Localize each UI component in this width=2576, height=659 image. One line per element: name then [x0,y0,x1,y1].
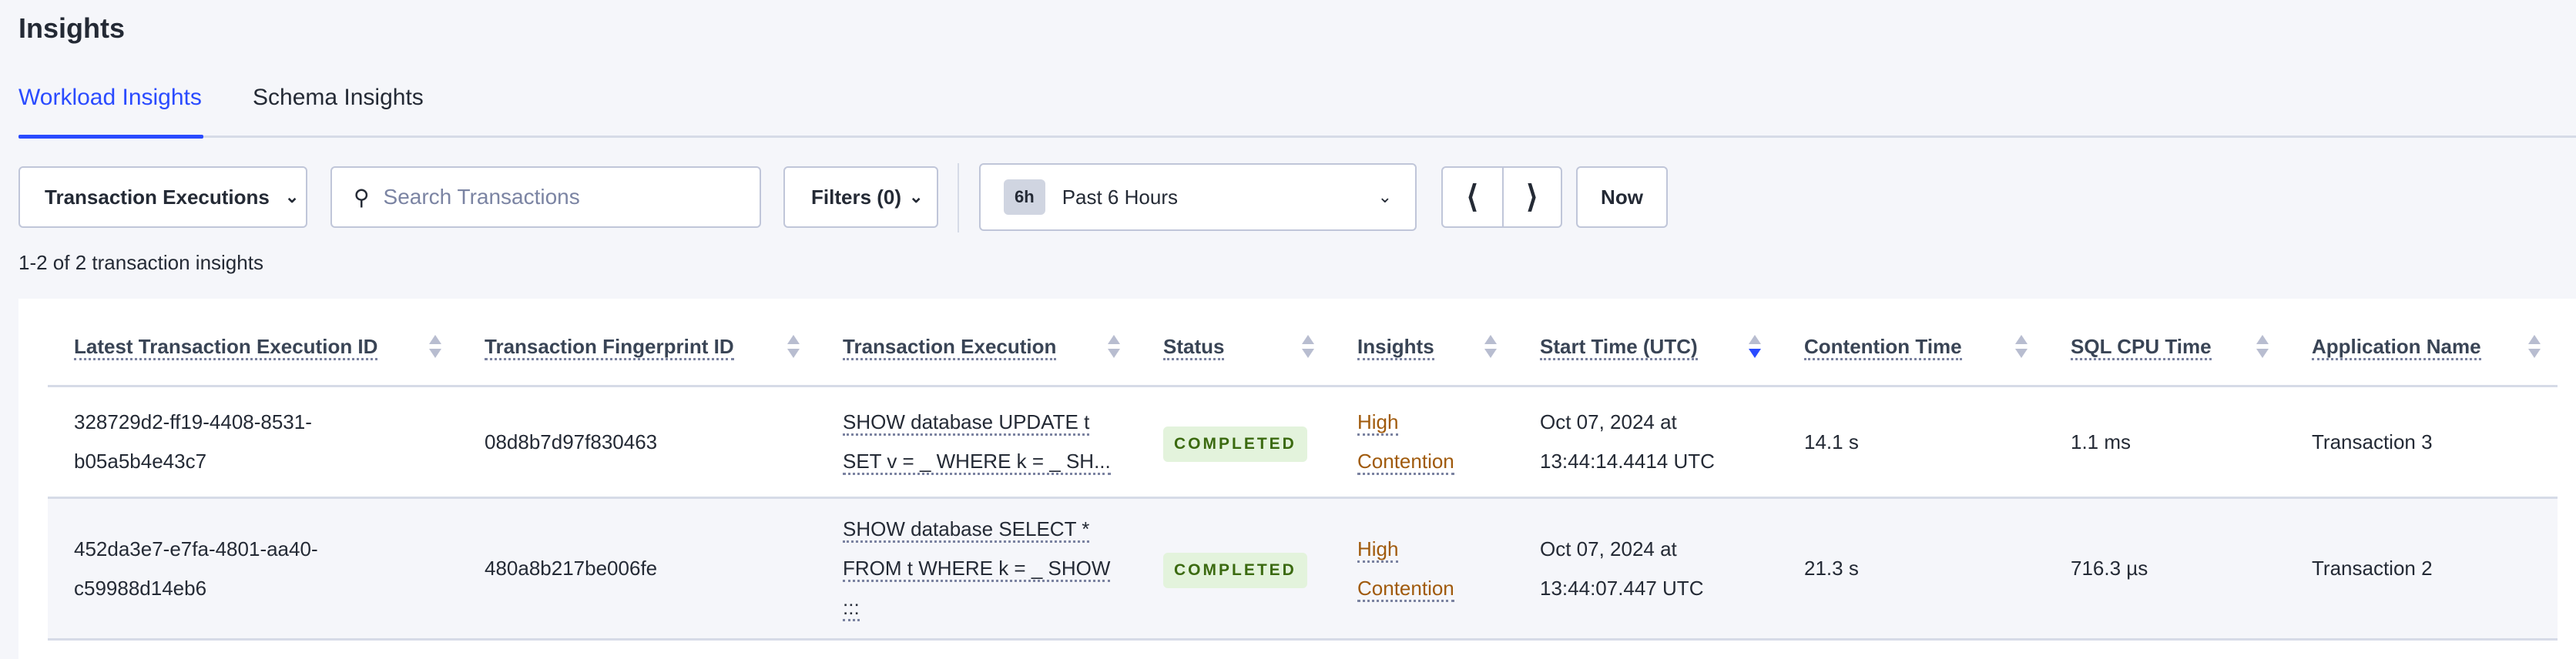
status-badge: COMPLETED [1163,426,1307,462]
insights-cell: High Contention [1357,403,1540,481]
column-header[interactable]: Transaction Fingerprint ID [485,327,843,366]
sort-icon[interactable] [2256,335,2269,358]
execution-id[interactable]: 452da3e7-e7fa-4801-aa40- c59988d14eb6 [74,530,485,608]
search-input[interactable] [383,185,753,209]
chevron-down-icon: ⌄ [284,187,300,206]
execution-text: FROM t WHERE k = _ SHOW [843,557,1111,582]
chevron-left-icon[interactable]: ⟨ [1466,180,1479,214]
column-header[interactable]: Application Name [2312,327,2576,366]
start-time-line: 13:44:14.4414 UTC [1540,450,1715,473]
execution-id-line: c59988d14eb6 [74,576,207,600]
sort-icon[interactable] [429,335,441,358]
execution-text: SET v = _ WHERE k = _ SH... [843,450,1111,475]
now-button[interactable]: Now [1576,166,1668,228]
execution-id-line: 328729d2-ff19-4408-8531- [74,410,312,433]
sql-cpu-time: 716.3 µs [2071,557,2148,580]
column-header-label: Transaction Execution [843,334,1057,360]
status-cell: COMPLETED [1163,423,1357,462]
view-select-label: Transaction Executions [45,185,270,209]
insight-text: Contention [1357,450,1454,475]
insight-text: High [1357,410,1399,436]
sort-icon[interactable] [1484,335,1497,358]
toolbar-divider [958,163,959,232]
column-header[interactable]: Insights [1357,327,1540,366]
column-header-label: Contention Time [1804,334,1962,360]
sort-icon[interactable] [1108,335,1120,358]
sql-cpu-time: 1.1 ms [2071,430,2132,453]
execution-id[interactable]: 328729d2-ff19-4408-8531- b05a5b4e43c7 [74,403,485,481]
tab-divider [18,135,2576,138]
column-header-label: Status [1163,334,1225,360]
column-header[interactable]: Latest Transaction Execution ID [74,327,485,366]
sort-icon[interactable] [1302,335,1314,358]
execution-text: SHOW database UPDATE t [843,410,1090,436]
execution-text: SHOW database SELECT * [843,517,1090,543]
time-badge: 6h [1004,179,1045,215]
filters-label: Filters (0) [811,185,902,209]
start-time-line: Oct 07, 2024 at [1540,410,1677,433]
fingerprint-id: 480a8b217be006fe [485,557,658,580]
start-time-line: 13:44:07.447 UTC [1540,576,1704,600]
transaction-execution: SHOW database UPDATE t SET v = _ WHERE k … [843,403,1163,481]
tab-schema-insights[interactable]: Schema Insights [253,85,424,110]
active-tab-indicator [18,135,203,139]
sort-icon[interactable] [2015,335,2028,358]
transaction-execution: SHOW database SELECT * FROM t WHERE k = _… [843,510,1163,627]
column-header[interactable]: SQL CPU Time [2071,327,2312,366]
column-header[interactable]: Start Time (UTC) [1540,327,1804,366]
execution-id-line: 452da3e7-e7fa-4801-aa40- [74,537,318,560]
filters-button[interactable]: Filters (0) ⌄ [783,166,938,228]
insights-cell: High Contention [1357,530,1540,608]
execution-id-line: b05a5b4e43c7 [74,450,207,473]
sort-icon[interactable] [2528,335,2541,358]
results-count: 1-2 of 2 transaction insights [18,251,263,274]
view-select[interactable]: Transaction Executions ⌄ [18,166,307,228]
start-time: Oct 07, 2024 at 13:44:14.4414 UTC [1540,403,1804,481]
time-nav: ⟨ ⟩ [1441,166,1562,228]
table-row: 452da3e7-e7fa-4801-aa40- c59988d14eb6 480… [48,499,2558,641]
column-header[interactable]: Transaction Execution [843,327,1163,366]
start-time: Oct 07, 2024 at 13:44:07.447 UTC [1540,530,1804,608]
application-name: Transaction 3 [2312,430,2433,453]
sort-icon-active[interactable] [1749,335,1761,358]
column-header-label: Start Time (UTC) [1540,334,1698,360]
status-cell: COMPLETED [1163,549,1357,588]
chevron-right-icon[interactable]: ⟩ [1501,168,1561,226]
fingerprint-id: 08d8b7d97f830463 [485,430,658,453]
page-title: Insights [18,12,126,44]
chevron-down-icon: ⌄ [909,187,924,206]
table-row: 328729d2-ff19-4408-8531- b05a5b4e43c7 08d… [48,387,2558,499]
column-header-label: Application Name [2312,334,2481,360]
table-header: Latest Transaction Execution ID Transact… [48,308,2558,387]
chevron-down-icon: ⌄ [1377,187,1392,206]
time-range-label: Past 6 Hours [1062,185,1178,209]
start-time-line: Oct 07, 2024 at [1540,537,1677,560]
insight-text: High [1357,537,1399,563]
search-box[interactable]: ⚲ [330,166,761,228]
column-header-label: Latest Transaction Execution ID [74,334,378,360]
execution-text: ::: [843,596,860,621]
column-header[interactable]: Status [1163,327,1357,366]
column-header-label: Transaction Fingerprint ID [485,334,734,360]
column-header[interactable]: Contention Time [1804,327,2071,366]
application-name: Transaction 2 [2312,557,2433,580]
contention-time: 21.3 s [1804,557,1859,580]
status-badge: COMPLETED [1163,553,1307,588]
search-icon: ⚲ [354,185,370,209]
insight-text: Contention [1357,576,1454,602]
column-header-label: Insights [1357,334,1434,360]
contention-time: 14.1 s [1804,430,1859,453]
time-range-select[interactable]: 6h Past 6 Hours ⌄ [979,163,1417,231]
tab-workload-insights[interactable]: Workload Insights [18,85,202,110]
column-header-label: SQL CPU Time [2071,334,2212,360]
sort-icon[interactable] [787,335,800,358]
